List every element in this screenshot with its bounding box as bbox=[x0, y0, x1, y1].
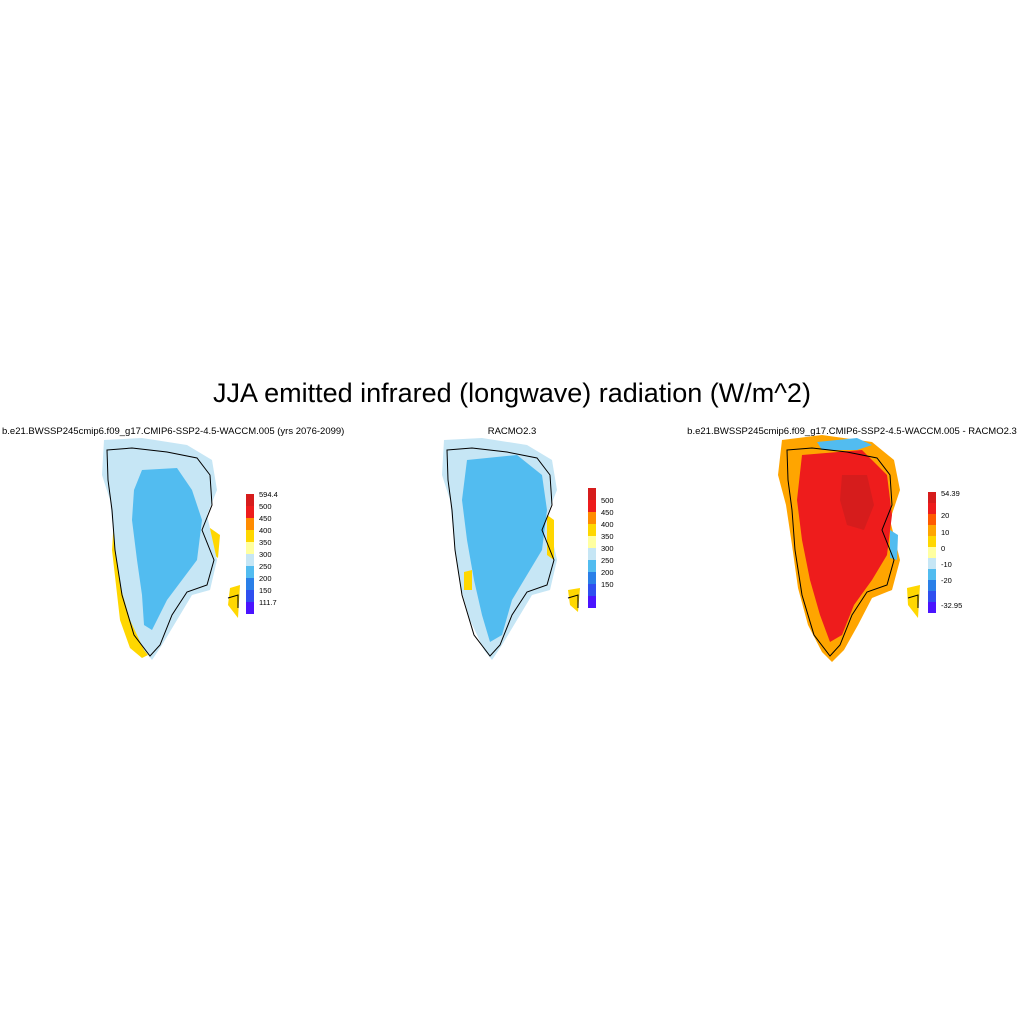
panel-racmo: RACMO2.3 500 450 400 350 300 250 200 150 bbox=[342, 420, 682, 680]
cbar-label: 400 bbox=[259, 526, 272, 535]
cbar-swatch bbox=[588, 512, 596, 524]
cbar-swatch bbox=[928, 525, 936, 536]
cbar-label: 594.4 bbox=[259, 490, 278, 499]
cbar-swatch bbox=[928, 602, 936, 613]
cbar-swatch bbox=[928, 580, 936, 591]
map-difference bbox=[778, 435, 920, 662]
colorbar-model: 594.4 500 450 400 350 300 250 200 150 11… bbox=[246, 490, 278, 614]
cbar-swatch bbox=[246, 530, 254, 542]
cbar-swatch bbox=[928, 547, 936, 558]
cbar-swatch bbox=[928, 591, 936, 602]
panel-title-model: b.e21.BWSSP245cmip6.f09_g17.CMIP6-SSP2-4… bbox=[2, 426, 345, 437]
coastline bbox=[786, 447, 895, 657]
coastline bbox=[446, 447, 555, 657]
cbar-swatch bbox=[928, 492, 936, 503]
cbar-swatch bbox=[246, 578, 254, 590]
diff-blue-north bbox=[817, 438, 872, 450]
cbar-swatch bbox=[246, 602, 254, 614]
cbar-label: 450 bbox=[259, 514, 272, 523]
diff-blue-east bbox=[890, 530, 898, 560]
tundra-svalbard bbox=[568, 588, 580, 612]
cbar-label: 150 bbox=[601, 580, 614, 589]
cbar-label: 500 bbox=[601, 496, 614, 505]
colorbar-difference: 54.39 20 10 0 -10 -20 -32.95 bbox=[928, 489, 962, 613]
cbar-label: 54.39 bbox=[941, 489, 960, 498]
cbar-swatch bbox=[588, 524, 596, 536]
ice-interior bbox=[462, 455, 547, 642]
panel-title-racmo: RACMO2.3 bbox=[487, 426, 537, 437]
cbar-swatch bbox=[588, 560, 596, 572]
ice-interior bbox=[132, 468, 202, 630]
cbar-label: 150 bbox=[259, 586, 272, 595]
cbar-label: -20 bbox=[941, 576, 952, 585]
diff-svalbard bbox=[907, 585, 920, 618]
cbar-label: 450 bbox=[601, 508, 614, 517]
tundra-svalbard bbox=[228, 585, 240, 618]
cbar-label: -10 bbox=[941, 560, 952, 569]
cbar-label: 500 bbox=[259, 502, 272, 511]
cbar-swatch bbox=[928, 558, 936, 569]
cbar-swatch bbox=[246, 518, 254, 530]
cbar-swatch bbox=[246, 566, 254, 578]
cbar-swatch bbox=[588, 536, 596, 548]
cbar-label: 350 bbox=[601, 532, 614, 541]
panel-model: b.e21.BWSSP245cmip6.f09_g17.CMIP6-SSP2-4… bbox=[2, 420, 345, 680]
cbar-swatch bbox=[246, 542, 254, 554]
map-model bbox=[102, 438, 240, 660]
cbar-swatch bbox=[588, 596, 596, 608]
cbar-swatch bbox=[246, 554, 254, 566]
tundra-east bbox=[547, 515, 554, 560]
cbar-label: 300 bbox=[259, 550, 272, 559]
cbar-label: 10 bbox=[941, 528, 949, 537]
cbar-swatch bbox=[588, 548, 596, 560]
cbar-label: 250 bbox=[601, 556, 614, 565]
cbar-swatch bbox=[588, 572, 596, 584]
cbar-swatch bbox=[246, 590, 254, 602]
panel-title-difference: b.e21.BWSSP245cmip6.f09_g17.CMIP6-SSP2-4… bbox=[687, 426, 1017, 437]
cbar-label: -32.95 bbox=[941, 601, 962, 610]
cbar-swatch bbox=[246, 494, 254, 506]
tundra-region bbox=[464, 570, 472, 590]
cbar-label: 200 bbox=[259, 574, 272, 583]
cbar-label: 200 bbox=[601, 568, 614, 577]
cbar-label: 0 bbox=[941, 544, 945, 553]
cbar-swatch bbox=[588, 584, 596, 596]
figure-title: JJA emitted infrared (longwave) radiatio… bbox=[213, 378, 811, 408]
cbar-swatch bbox=[928, 514, 936, 525]
cbar-swatch bbox=[928, 503, 936, 514]
coastline bbox=[106, 447, 215, 657]
cbar-label: 400 bbox=[601, 520, 614, 529]
diff-peak bbox=[840, 475, 874, 530]
cbar-swatch bbox=[246, 506, 254, 518]
cbar-swatch bbox=[928, 536, 936, 547]
cbar-label: 250 bbox=[259, 562, 272, 571]
cbar-swatch bbox=[588, 500, 596, 512]
cbar-label: 350 bbox=[259, 538, 272, 547]
panel-difference: b.e21.BWSSP245cmip6.f09_g17.CMIP6-SSP2-4… bbox=[682, 420, 1022, 680]
cbar-swatch bbox=[928, 569, 936, 580]
colorbar-racmo: 500 450 400 350 300 250 200 150 bbox=[588, 488, 614, 608]
cbar-label: 111.7 bbox=[259, 598, 277, 607]
map-racmo bbox=[442, 438, 580, 660]
cbar-swatch bbox=[588, 488, 596, 500]
cbar-label: 20 bbox=[941, 511, 949, 520]
cbar-label: 300 bbox=[601, 544, 614, 553]
